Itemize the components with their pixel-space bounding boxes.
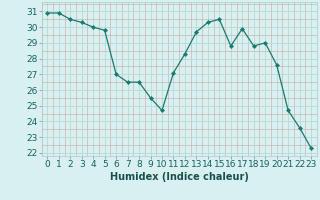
X-axis label: Humidex (Indice chaleur): Humidex (Indice chaleur) [110,172,249,182]
